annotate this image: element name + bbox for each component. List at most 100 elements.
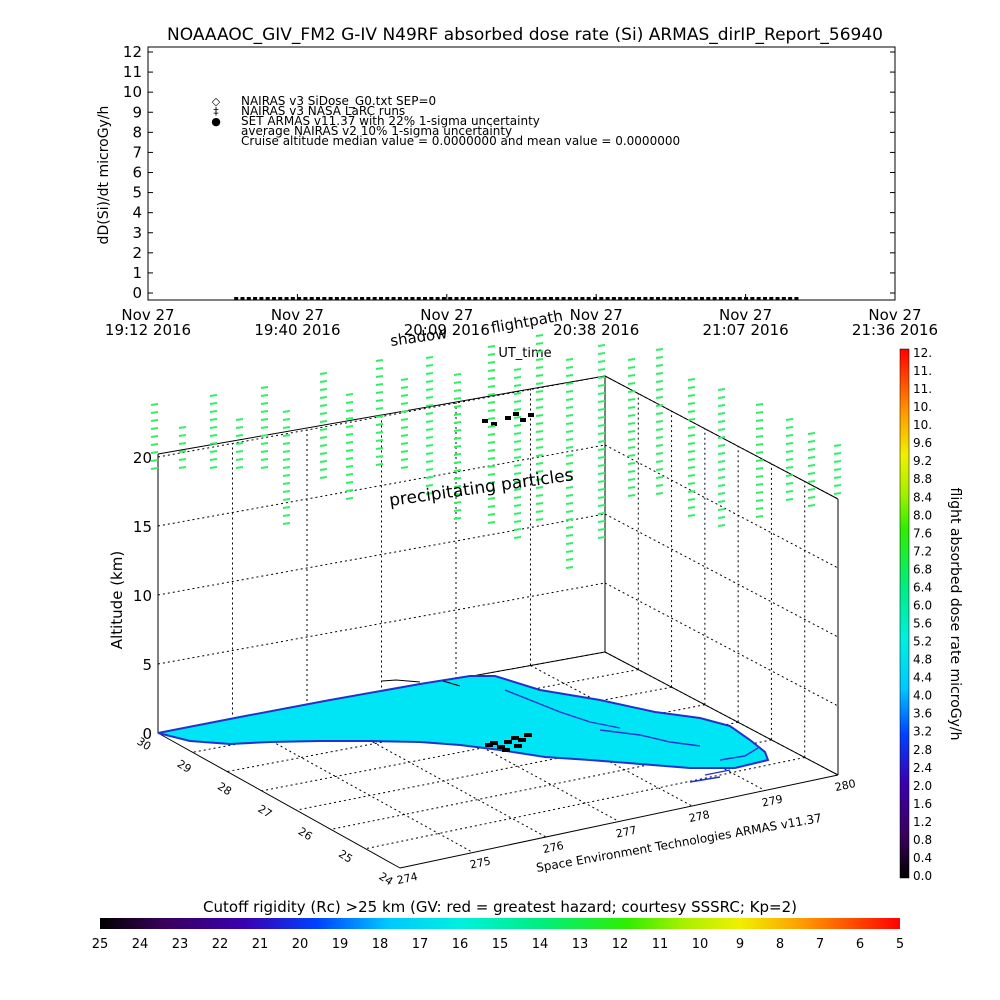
data-series-armas [234,297,799,300]
x-tick-label-date: Nov 27 [719,306,772,324]
precip-mark [150,443,159,446]
data-point [441,297,446,300]
precip-mark [319,436,328,439]
data-point [284,297,289,300]
precip-mark [375,359,384,362]
legend-entry: SET ARMAS v11.37 with 22% 1-sigma uncert… [241,114,540,128]
data-point [309,297,314,300]
precip-mark [785,458,794,461]
data-point [265,297,270,300]
precip-mark [487,409,496,412]
bottom-colorbar-label: Cutoff rigidity (Rc) >25 km (GV: red = g… [203,898,797,916]
precip-mark [235,466,244,469]
x-tick-label-date: Nov 27 [570,306,623,324]
bottom-colorbar-gradient [100,918,900,929]
precip-mark [513,400,522,403]
precip-mark [565,446,574,449]
y-tick-label: 3 [132,224,142,242]
grid-line [530,665,766,791]
colorbar-tick-label: 3.6 [913,707,932,721]
precip-mark [597,456,606,459]
precip-mark [282,450,291,453]
data-point [700,297,705,300]
precip-mark [453,501,462,504]
precip-mark [425,412,434,415]
precip-mark [260,410,269,413]
latitude-tick-label: 30 [134,735,153,753]
precip-mark [627,366,636,369]
precip-mark [755,507,764,510]
altitude-tick-label: 20 [133,449,152,467]
precip-mark [375,455,384,458]
precip-mark [260,394,269,397]
precip-mark [627,438,636,441]
colorbar-tick-label: 5.2 [913,635,932,649]
precip-mark [597,488,606,491]
bottom-colorbar-tick-label: 12 [612,937,629,952]
bottom-colorbar-tick-label: 21 [252,937,269,952]
precip-mark [150,459,159,462]
precip-mark [260,418,269,421]
precip-mark [717,476,726,479]
y-tick-label: 12 [123,43,142,61]
precip-mark [687,378,696,381]
precip-mark [597,424,606,427]
precip-mark [655,388,664,391]
colorbar-tick-label: 0.8 [913,833,932,847]
bottom-colorbar-tick-label: 22 [212,937,229,952]
data-point [586,297,591,300]
colorbar-tick-label: 2.8 [913,743,932,757]
precip-mark [627,398,636,401]
grid-line [157,582,606,665]
bottom-colorbar-tick-label: 11 [652,937,669,952]
precip-mark [565,454,574,457]
precip-mark [282,458,291,461]
data-point [517,297,522,300]
precip-mark [425,364,434,367]
bottom-colorbar-tick-label: 16 [452,937,469,952]
precip-mark [375,415,384,418]
data-point [542,297,547,300]
bottom-colorbar-tick-label: 24 [132,937,149,952]
precip-mark [535,406,544,409]
precip-mark [513,440,522,443]
y-tick-label: 7 [132,143,142,161]
precip-mark [627,430,636,433]
precip-mark [345,393,354,396]
precip-mark [565,550,574,553]
precip-mark [400,458,409,461]
data-point [674,297,679,300]
cutoff-rigidity-colorbar: Cutoff rigidity (Rc) >25 km (GV: red = g… [92,898,904,952]
data-point [624,297,629,300]
data-point [322,297,327,300]
shadow-mark [497,745,505,749]
precip-mark [453,405,462,408]
precip-mark [535,342,544,345]
x-tick-label-date: Nov 27 [271,306,324,324]
precip-mark [235,450,244,453]
precip-mark [319,396,328,399]
precip-mark [597,472,606,475]
data-point [416,297,421,300]
precip-mark [453,461,462,464]
precip-mark [260,458,269,461]
precip-mark [425,436,434,439]
bottom-colorbar-tick-label: 25 [92,937,109,952]
data-point [290,297,295,300]
colorbar-tick-label: 8.8 [913,472,932,486]
data-point [404,297,409,300]
data-point [712,297,717,300]
precip-mark [345,457,354,460]
precip-mark [319,452,328,455]
legend-entry: Cruise altitude median value = 0.0000000… [241,134,680,148]
data-point [750,297,755,300]
precip-mark [487,361,496,364]
precip-mark [833,444,842,447]
precip-mark [717,412,726,415]
flightpath-shadow [381,679,532,752]
flight-mark [513,412,519,416]
colorbar-tick-label: 10. [913,400,932,414]
data-point [454,297,459,300]
data-point [681,297,686,300]
precip-mark [453,493,462,496]
